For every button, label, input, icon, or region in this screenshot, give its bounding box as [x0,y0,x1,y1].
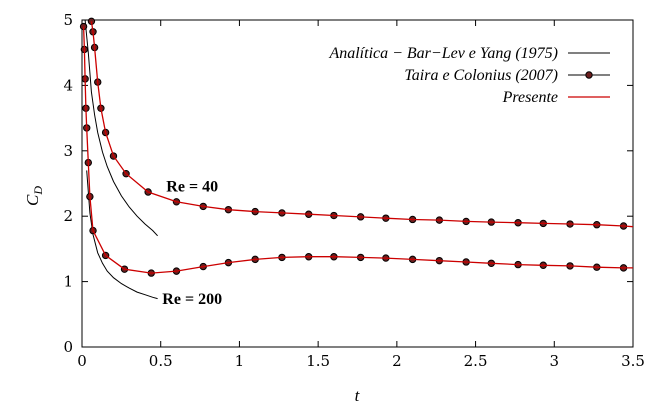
legend: Analítica − Bar−Lev e Yang (1975) Taira e… [328,45,610,106]
legend-marker-taira [585,71,593,79]
x-axis-title: t [355,386,361,405]
legend-label-presente: Presente [502,89,558,106]
x-tick-label: 0.5 [149,352,173,370]
legend-label-analytic: Analítica − Bar−Lev e Yang (1975) [328,45,558,62]
series-layer [79,17,634,300]
y-axis-title: CD [23,186,45,206]
y-tick-label: 0 [63,338,73,356]
x-tick-label: 3 [550,352,560,370]
annotations: Re = 40 Re = 200 [162,178,222,307]
annotation-label: Re = 200 [162,291,222,308]
y-axis-title-main: C [23,194,42,206]
y-tick-label: 3 [63,142,73,160]
axis-ticks: 0 0.5 1 1.5 2 2.5 3 3.5 0 1 2 3 4 5 [63,11,644,370]
presente-line-re40 [90,21,634,228]
y-tick-label: 2 [63,207,73,225]
presente-line-re200 [82,26,633,274]
x-tick-label: 1.5 [306,352,330,370]
legend-label-taira: Taira e Colonius (2007) [404,67,558,84]
x-tick-label: 3.5 [621,352,645,370]
y-tick-label: 4 [63,76,73,94]
analytic-line-re200 [86,170,158,300]
y-axis-title-sub: D [31,186,45,196]
x-tick-label: 0 [77,352,87,370]
x-tick-label: 2.5 [464,352,488,370]
x-tick-label: 2 [392,352,402,370]
plot-frame [81,19,634,348]
y-tick-label: 5 [63,11,73,29]
annotation-label: Re = 40 [166,178,218,195]
y-tick-label: 1 [63,273,73,291]
analytic-line-re40 [84,19,158,237]
x-tick-label: 1 [235,352,245,370]
